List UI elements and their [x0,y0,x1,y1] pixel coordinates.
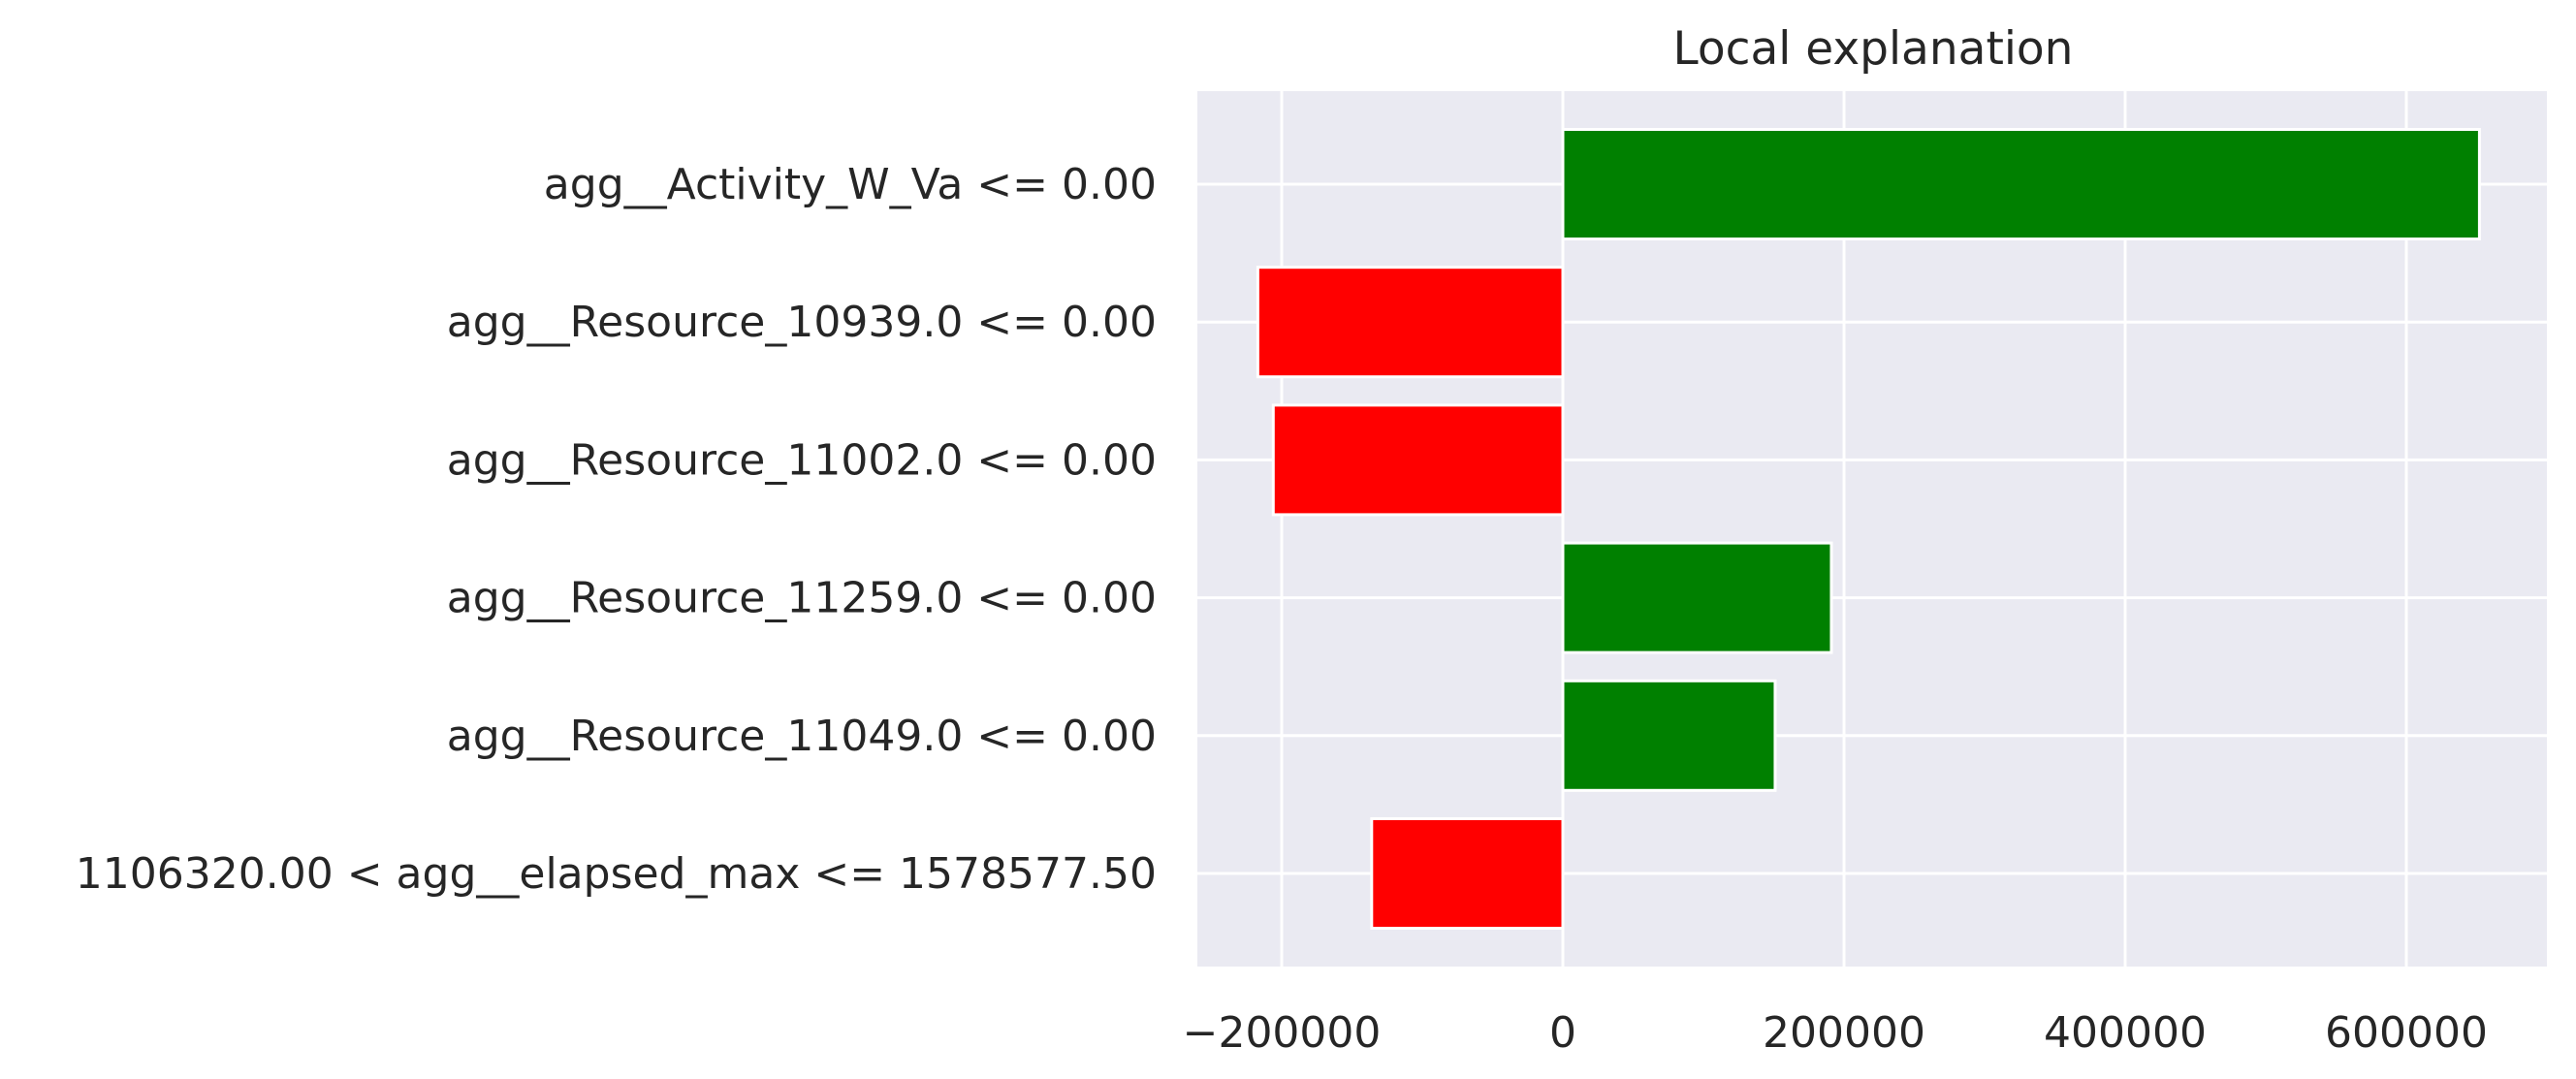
x-tick-label: 200000 [1763,1008,1925,1058]
bar [1370,817,1565,930]
bar [1561,679,1777,792]
category-label: 1106320.00 < agg__elapsed_max <= 1578577… [76,849,1157,899]
category-label: agg__Resource_11049.0 <= 0.00 [447,712,1157,761]
chart-title: Local explanation [1673,22,2074,76]
x-tick-label: 0 [1549,1008,1576,1058]
category-label: agg__Activity_W_Va <= 0.00 [544,160,1157,209]
bar [1561,541,1833,654]
category-label: agg__Resource_11002.0 <= 0.00 [447,435,1157,485]
x-tick-labels: −200000 0 200000 400000 600000 [1183,1008,2488,1058]
bar [1271,403,1565,517]
category-label: agg__Resource_10939.0 <= 0.00 [447,298,1157,347]
bar [1561,128,2481,240]
bars [1256,128,2481,930]
x-tick-label: 600000 [2325,1008,2488,1058]
category-label: agg__Resource_11259.0 <= 0.00 [447,574,1157,623]
x-tick-label: −200000 [1183,1008,1382,1058]
bar [1256,266,1565,379]
x-tick-label: 400000 [2044,1008,2207,1058]
category-labels: agg__Activity_W_Va <= 0.00 agg__Resource_… [76,160,1157,899]
